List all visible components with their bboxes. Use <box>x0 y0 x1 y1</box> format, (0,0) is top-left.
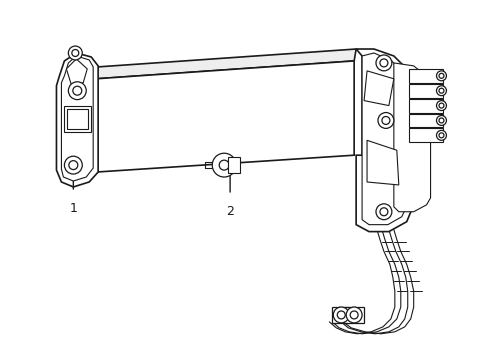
Polygon shape <box>228 157 240 173</box>
Circle shape <box>380 208 388 216</box>
Circle shape <box>376 204 392 220</box>
Circle shape <box>380 59 388 67</box>
Polygon shape <box>64 105 91 132</box>
Circle shape <box>72 50 79 57</box>
Polygon shape <box>96 61 354 172</box>
Circle shape <box>69 82 86 100</box>
Circle shape <box>346 307 362 323</box>
Circle shape <box>437 100 446 111</box>
Circle shape <box>439 118 444 123</box>
Circle shape <box>212 153 236 177</box>
Circle shape <box>439 73 444 78</box>
Polygon shape <box>409 69 443 83</box>
Polygon shape <box>96 49 356 79</box>
Polygon shape <box>68 109 88 129</box>
Circle shape <box>437 130 446 140</box>
Circle shape <box>439 133 444 138</box>
Polygon shape <box>409 129 443 142</box>
Polygon shape <box>344 307 364 323</box>
Circle shape <box>69 46 82 60</box>
Circle shape <box>378 113 394 129</box>
Circle shape <box>350 311 358 319</box>
Polygon shape <box>409 113 443 127</box>
Text: 1: 1 <box>70 202 77 215</box>
Circle shape <box>382 117 390 125</box>
Polygon shape <box>409 99 443 113</box>
Polygon shape <box>66 59 87 85</box>
Polygon shape <box>61 56 93 181</box>
Polygon shape <box>56 53 98 187</box>
Text: 2: 2 <box>226 205 234 218</box>
Circle shape <box>333 307 349 323</box>
Circle shape <box>437 86 446 96</box>
Circle shape <box>437 116 446 125</box>
Polygon shape <box>332 307 349 323</box>
Circle shape <box>439 88 444 93</box>
Circle shape <box>64 156 82 174</box>
Circle shape <box>219 160 229 170</box>
Circle shape <box>437 71 446 81</box>
Circle shape <box>73 86 82 95</box>
Polygon shape <box>364 71 394 105</box>
Polygon shape <box>394 63 431 212</box>
Polygon shape <box>409 84 443 98</box>
Polygon shape <box>367 140 399 185</box>
Polygon shape <box>356 49 414 231</box>
Polygon shape <box>362 53 409 225</box>
Circle shape <box>69 161 78 170</box>
Circle shape <box>439 103 444 108</box>
Circle shape <box>376 55 392 71</box>
Circle shape <box>337 311 345 319</box>
